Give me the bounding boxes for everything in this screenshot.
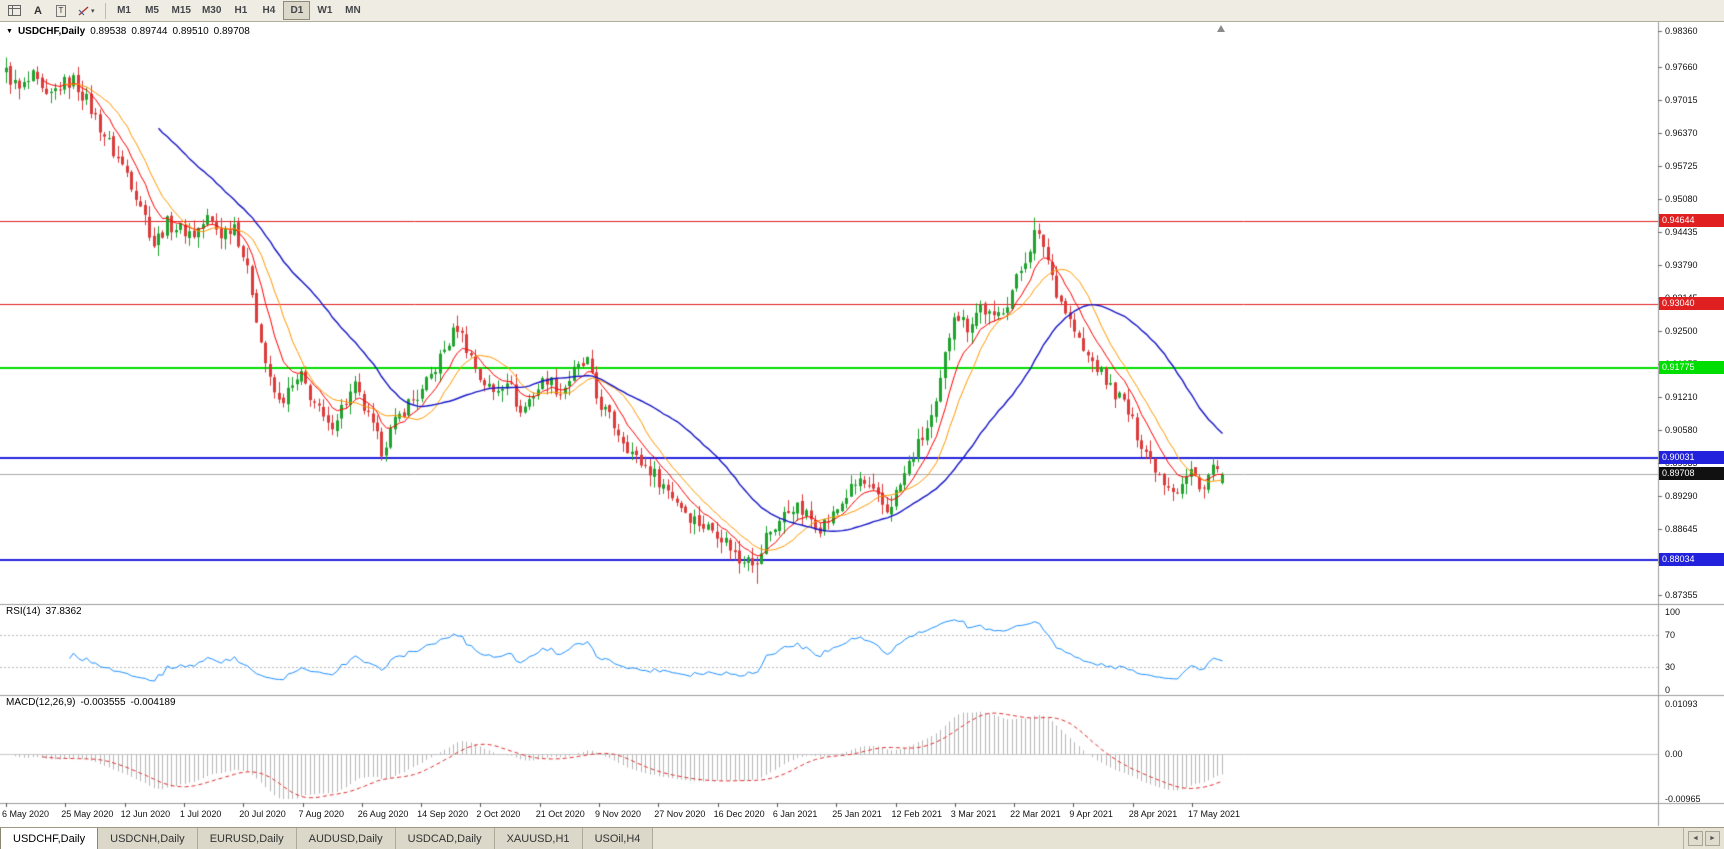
- tab-list: USDCHF,Daily USDCNH,Daily EURUSD,Daily AUDU…: [0, 828, 654, 849]
- macd-indicator-label: MACD(12,26,9) -0.003555 -0.004189: [6, 697, 176, 708]
- timeframe-button-mn[interactable]: MN: [339, 1, 366, 20]
- chart-tab-xauusd-h1[interactable]: XAUUSD,H1: [494, 828, 583, 849]
- chart-windows-button[interactable]: [3, 1, 26, 20]
- macd-signal-value: -0.004189: [130, 697, 176, 708]
- top-toolbar: A T ▾ M1 M5 M15 M30 H1 H4 D1 W1 MN: [0, 0, 1724, 22]
- line-tool-icon: [78, 5, 89, 16]
- chart-tab-usoil-h4[interactable]: USOil,H4: [582, 828, 654, 849]
- price-axis[interactable]: [1658, 22, 1724, 803]
- dropdown-caret-icon: ▾: [91, 7, 95, 15]
- toolbar-separator: [104, 2, 106, 19]
- timeframe-button-h4[interactable]: H4: [255, 1, 282, 20]
- tabs-scroll-right-button[interactable]: ►: [1705, 831, 1720, 846]
- price-chart-canvas[interactable]: [0, 22, 1724, 827]
- timeframe-buttons: M1 M5 M15 M30 H1 H4 D1 W1 MN: [111, 1, 367, 20]
- tab-scroll-controls: ◄ ►: [1683, 828, 1724, 849]
- macd-name: MACD(12,26,9): [6, 697, 76, 708]
- chart-tab-usdcad-daily[interactable]: USDCAD,Daily: [395, 828, 495, 849]
- rsi-name: RSI(14): [6, 606, 41, 617]
- timeframe-button-m15[interactable]: M15: [167, 1, 196, 20]
- timeframe-button-m30[interactable]: M30: [197, 1, 226, 20]
- timeframe-button-d1[interactable]: D1: [283, 1, 311, 20]
- objects-dropdown-button[interactable]: ▾: [73, 1, 100, 20]
- rsi-current-value: 37.8362: [45, 606, 82, 617]
- chart-tabs-bar: USDCHF,Daily USDCNH,Daily EURUSD,Daily AUDU…: [0, 827, 1724, 849]
- macd-main-value: -0.003555: [80, 697, 126, 708]
- chart-tab-audusd-daily[interactable]: AUDUSD,Daily: [296, 828, 396, 849]
- tabs-scroll-left-button[interactable]: ◄: [1688, 831, 1703, 846]
- chart-tab-usdcnh-daily[interactable]: USDCNH,Daily: [98, 828, 198, 849]
- ohlc-high-value: 0.89744: [131, 26, 168, 37]
- ohlc-low-value: 0.89510: [172, 26, 209, 37]
- text-tool-label: T: [55, 4, 67, 17]
- ohlc-close-value: 0.89708: [213, 26, 250, 37]
- timeframe-button-m5[interactable]: M5: [139, 1, 166, 20]
- timeframe-button-w1[interactable]: W1: [311, 1, 338, 20]
- ohlc-open-value: 0.89538: [90, 26, 127, 37]
- rsi-indicator-label: RSI(14) 37.8362: [6, 606, 82, 617]
- timeframe-button-m1[interactable]: M1: [111, 1, 138, 20]
- chart-tab-eurusd-daily[interactable]: EURUSD,Daily: [197, 828, 297, 849]
- text-tool-button[interactable]: T: [50, 1, 72, 20]
- tile-windows-icon: [8, 5, 21, 16]
- collapse-triangle-icon: ▼: [6, 28, 13, 35]
- cursor-tool-button[interactable]: A: [27, 1, 49, 20]
- time-axis[interactable]: [0, 803, 1658, 827]
- chart-symbol-label: USDCHF,Daily: [17, 26, 86, 37]
- ohlc-readout: ▼ USDCHF,Daily 0.89538 0.89744 0.89510 0…: [6, 26, 250, 37]
- chart-area[interactable]: ▼ USDCHF,Daily 0.89538 0.89744 0.89510 0…: [0, 22, 1724, 827]
- cursor-tool-label: A: [34, 4, 42, 17]
- chart-shift-marker[interactable]: [1217, 25, 1225, 32]
- timeframe-button-h1[interactable]: H1: [227, 1, 254, 20]
- chart-tab-usdchf-daily[interactable]: USDCHF,Daily: [0, 828, 99, 849]
